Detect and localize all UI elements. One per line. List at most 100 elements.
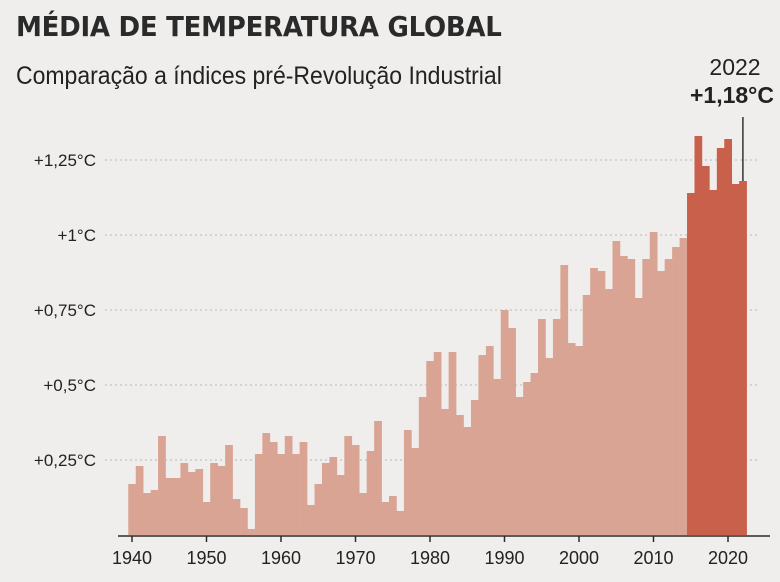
- bar-2018: [709, 190, 718, 535]
- chart-title: MÉDIA DE TEMPERATURA GLOBAL: [16, 10, 502, 43]
- bar-2010: [649, 232, 658, 535]
- x-tick-label: 1940: [112, 548, 152, 568]
- bar-2000: [575, 346, 584, 535]
- x-tick-label: 2010: [633, 548, 673, 568]
- bar-2021: [731, 184, 740, 535]
- y-axis-labels: +0,25°C +0,5°C +0,75°C +1°C +1,25°C: [34, 151, 96, 470]
- bar-1981: [433, 352, 442, 535]
- bar-1964: [307, 505, 315, 535]
- bar-1984: [456, 415, 464, 535]
- y-tick-label: +1,25°C: [34, 151, 96, 170]
- bar-1961: [284, 436, 293, 535]
- bar-2005: [612, 241, 621, 535]
- bar-2022: [739, 181, 747, 535]
- bar-1986: [470, 400, 479, 535]
- x-tick-label: 1950: [186, 548, 226, 568]
- bar-2013: [672, 247, 680, 535]
- bar-1996: [545, 358, 554, 535]
- bar-1958: [262, 433, 271, 535]
- y-tick-label: +0,75°C: [34, 301, 96, 320]
- bar-2007: [627, 259, 636, 535]
- bar-1940: [128, 484, 137, 535]
- bar-1973: [374, 421, 382, 535]
- bar-1942: [143, 493, 151, 535]
- bar-1948: [187, 472, 196, 535]
- bar-1952: [217, 466, 226, 535]
- bar-1954: [232, 499, 241, 535]
- bar-1974: [381, 502, 390, 535]
- bar-1945: [165, 478, 174, 535]
- bar-1989: [493, 379, 502, 535]
- bar-1978: [411, 448, 420, 535]
- x-tick-label: 1980: [410, 548, 450, 568]
- bar-1991: [508, 328, 516, 535]
- bar-1999: [567, 343, 576, 535]
- x-tick-label: 1960: [261, 548, 301, 568]
- bar-1987: [478, 355, 487, 535]
- bar-1995: [538, 319, 546, 535]
- bar-1947: [180, 463, 189, 535]
- bar-1950: [202, 502, 211, 535]
- bar-1951: [210, 463, 218, 535]
- bar-1955: [240, 508, 248, 535]
- bar-1953: [225, 445, 233, 535]
- bar-1972: [366, 451, 375, 535]
- bar-2006: [619, 256, 628, 535]
- bar-1990: [500, 310, 509, 535]
- bar-1985: [463, 427, 472, 535]
- bars: [128, 136, 747, 535]
- bar-1982: [441, 409, 449, 535]
- bar-1997: [552, 319, 561, 535]
- bar-1960: [277, 454, 286, 535]
- bar-1998: [560, 265, 569, 535]
- bar-2015: [687, 193, 695, 535]
- x-tick-label: 1990: [484, 548, 524, 568]
- bar-1992: [515, 397, 524, 535]
- bar-1975: [389, 496, 397, 535]
- bar-1949: [195, 469, 204, 535]
- bar-1946: [172, 478, 181, 535]
- bar-1963: [299, 442, 308, 535]
- annotation-value: +1,18°C: [689, 82, 774, 108]
- bar-1988: [485, 346, 494, 535]
- bar-1976: [396, 511, 405, 535]
- bar-1968: [336, 475, 345, 535]
- bar-1966: [321, 463, 330, 535]
- x-tick-label: 1970: [335, 548, 375, 568]
- bar-1959: [269, 442, 278, 535]
- bar-2020: [724, 139, 733, 535]
- bar-2011: [657, 271, 665, 535]
- bar-1971: [359, 493, 367, 535]
- bar-1965: [314, 484, 323, 535]
- bar-1979: [418, 397, 427, 535]
- chart-subtitle: Comparação a índices pré-Revolução Indus…: [16, 62, 502, 90]
- bar-2014: [679, 238, 688, 535]
- bar-2012: [664, 259, 673, 535]
- y-tick-label: +0,25°C: [34, 451, 96, 470]
- y-tick-label: +0,5°C: [43, 376, 96, 395]
- bar-1957: [254, 454, 263, 535]
- bar-1941: [135, 466, 144, 535]
- bar-2016: [694, 136, 703, 535]
- bar-2009: [642, 259, 651, 535]
- bar-2003: [597, 271, 606, 535]
- bar-1962: [292, 454, 300, 535]
- bar-1967: [329, 457, 338, 535]
- x-axis: 1940 1950 1960 1970 1980 1990 2000 2010 2020: [112, 535, 770, 568]
- x-tick-label: 2020: [708, 548, 748, 568]
- x-tick-label: 2000: [559, 548, 599, 568]
- bar-1943: [150, 490, 159, 535]
- bar-1980: [426, 361, 435, 535]
- y-tick-label: +1°C: [58, 226, 96, 245]
- bar-1970: [351, 445, 360, 535]
- bar-1994: [530, 373, 539, 535]
- annotation-year: 2022: [709, 54, 761, 80]
- bar-2001: [582, 295, 591, 535]
- bar-2019: [716, 148, 725, 535]
- bar-2002: [590, 268, 598, 535]
- bar-1944: [158, 436, 166, 535]
- bar-2004: [605, 289, 613, 535]
- bar-2008: [634, 298, 643, 535]
- bar-2017: [701, 166, 710, 535]
